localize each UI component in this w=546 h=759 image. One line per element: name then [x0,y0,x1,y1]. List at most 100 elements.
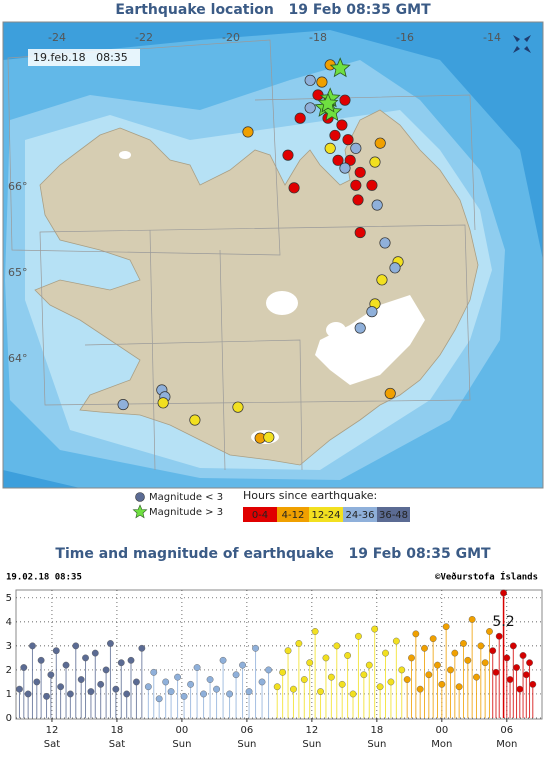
point [408,654,415,662]
point [403,676,411,683]
map: -24 -22 -20 -18 -16 -14 66° 65° 64° [3,22,543,488]
x-tick-label: 00 [176,725,189,736]
point [72,642,80,650]
point [344,652,352,659]
point [33,678,41,686]
hours-swatch [343,507,377,522]
point [311,628,319,635]
point [47,671,55,679]
point [506,676,514,683]
point [295,640,303,647]
y-tick-label: 3 [6,641,12,652]
x-tick-day: Sun [172,739,191,750]
quake-dot [354,166,366,178]
point [91,649,99,657]
point [57,683,65,691]
quake-dot [332,154,344,166]
hours-swatch [277,507,309,522]
y-tick-label: 0 [6,713,12,724]
point [451,649,459,657]
point [468,616,476,623]
point [513,664,520,671]
point [338,680,346,688]
point [219,656,227,664]
lon-label: -24 [48,31,66,44]
point [29,642,36,650]
point [193,664,201,671]
point [522,671,530,679]
point [24,690,32,698]
point [52,647,60,655]
lat-label: 65° [8,266,28,279]
lon-label: -20 [222,31,240,44]
point [509,642,517,650]
glacier [266,291,298,315]
point [503,654,511,662]
compass-icon[interactable] [513,35,531,53]
lon-label: -14 [483,31,501,44]
point [112,685,120,693]
hours-label: 24-36 [345,510,374,521]
quake-star [329,57,351,78]
quake-dot [329,129,341,141]
x-tick-day: Sat [44,739,60,750]
point [43,692,50,700]
quake-dot [354,322,366,334]
point [174,673,181,681]
point [492,668,500,676]
point [464,656,472,664]
point [66,690,74,698]
point [87,688,95,695]
point [455,683,463,691]
quake-dot [350,179,362,191]
quake-dot [366,306,378,318]
point [62,661,70,669]
point [284,647,292,655]
quake-dot [376,274,388,286]
point [37,656,45,664]
point [20,664,28,671]
chart-title: Time and magnitude of earthquake 19 Feb … [55,546,491,562]
quake-dot [339,162,351,174]
point [387,678,395,686]
legend-dot [135,492,145,502]
point [300,676,308,683]
point [477,642,485,650]
point [434,661,441,669]
point [127,656,135,664]
point [495,632,503,640]
point [519,652,527,659]
point [382,649,389,657]
chart-timestamp: 19.02.18 08:35 [6,573,82,583]
point [529,680,537,688]
x-tick-day: Sun [367,739,386,750]
point [123,690,131,698]
legend-label: Magnitude < 3 [149,492,223,503]
point [398,666,406,674]
glacier [119,151,131,159]
point [279,668,287,676]
quake-dot [384,387,396,399]
point [516,685,524,693]
point [273,683,281,691]
point [133,678,140,686]
quake-dot [369,156,381,168]
quake-dot [336,119,348,131]
point [333,642,341,650]
timestamp-box [28,49,140,66]
point [144,683,152,691]
hours-label: 0-4 [252,510,268,521]
lon-label: -16 [396,31,414,44]
quake-dot [354,227,366,239]
quake-dot [366,179,378,191]
point [306,659,314,667]
x-tick-day: Sun [302,739,321,750]
hours-swatch [377,507,410,522]
quake-dot [371,199,383,211]
point [138,644,146,652]
point [206,676,214,683]
point [481,659,489,667]
quake-dot [389,262,401,274]
y-tick-label: 4 [6,617,12,628]
